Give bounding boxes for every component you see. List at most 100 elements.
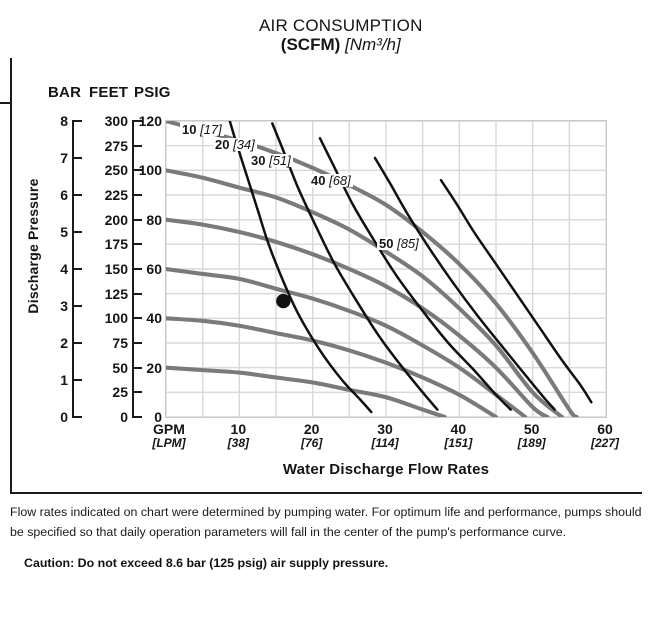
x-axis-tick-lpm-40: [151] bbox=[444, 436, 473, 451]
x-axis-tick-gpm-60: 60 bbox=[597, 421, 613, 437]
curve-air-supply-pressure-40 bbox=[166, 316, 499, 417]
curve-label-nm3h-10: [17] bbox=[196, 122, 222, 137]
feet-tick-250 bbox=[133, 169, 142, 172]
note-divider-rule bbox=[10, 492, 642, 494]
psig-tick-label-120: 120 bbox=[138, 113, 162, 129]
feet-tick-label-75: 75 bbox=[112, 335, 128, 351]
y-axis-ruler-bar: 8 7 6 5 4 3 2 1 0 bbox=[60, 114, 94, 424]
feet-tick-label-150: 150 bbox=[104, 261, 128, 277]
x-axis-tick-lpm-10: [38] bbox=[227, 436, 249, 451]
x-axis-tick-gpm-20: 20 bbox=[303, 421, 320, 437]
x-axis-tick-gpm-50: 50 bbox=[523, 421, 540, 437]
x-axis-tick-40: 40 [151] bbox=[422, 421, 494, 451]
feet-tick-125 bbox=[133, 292, 142, 295]
operating-point-marker bbox=[276, 293, 291, 309]
curve-label-scfm-10: 10 bbox=[182, 122, 197, 137]
curve-label-scfm-20: 20 bbox=[215, 137, 230, 152]
feet-tick-label-25: 25 bbox=[112, 384, 128, 401]
curve-label-air-consumption-20: 20 [34] bbox=[213, 138, 257, 151]
caution-note: Caution: Do not exceed 8.6 bar (125 psig… bbox=[24, 556, 389, 570]
bar-tick-label-7: 7 bbox=[60, 150, 68, 166]
curve-label-nm3h-40: [68] bbox=[325, 173, 351, 188]
bar-tick-3 bbox=[73, 305, 82, 307]
bar-tick-4 bbox=[73, 268, 82, 270]
curve-air-supply-pressure-60 bbox=[166, 266, 528, 417]
feet-tick-label-275: 275 bbox=[104, 137, 128, 154]
feet-tick-275 bbox=[133, 144, 142, 147]
feet-tick-label-300: 300 bbox=[104, 113, 128, 129]
x-axis-tick-gpm-30: 30 bbox=[377, 421, 393, 437]
feet-tick-25 bbox=[133, 391, 142, 394]
feet-tick-200 bbox=[133, 218, 142, 221]
psig-tick-label-20: 20 bbox=[146, 359, 162, 376]
x-axis-tick-30: 30 [114] bbox=[349, 421, 421, 451]
air-consumption-unit-scfm: (SCFM) bbox=[280, 35, 341, 55]
bar-tick-0 bbox=[73, 416, 82, 418]
bar-tick-label-3: 3 bbox=[60, 298, 68, 314]
bar-tick-label-5: 5 bbox=[60, 224, 68, 240]
curve-air-consumption-50 bbox=[439, 178, 593, 404]
x-axis-tick-gpm-10: 10 bbox=[230, 421, 247, 437]
curve-air-consumption-20 bbox=[271, 122, 439, 411]
curve-air-consumption-40 bbox=[373, 156, 556, 411]
feet-tick-label-250: 250 bbox=[104, 162, 128, 179]
feet-tick-300 bbox=[133, 120, 142, 122]
x-axis-tick-20: 20 [76] bbox=[276, 421, 348, 451]
bar-tick-5 bbox=[73, 231, 82, 233]
curve-label-scfm-30: 30 bbox=[251, 153, 266, 168]
psig-tick-label-40: 40 bbox=[146, 310, 162, 327]
air-consumption-title: AIR CONSUMPTION bbox=[259, 16, 423, 35]
scale-headers: BAR FEET PSIG bbox=[40, 84, 170, 104]
bar-tick-label-2: 2 bbox=[60, 335, 68, 351]
x-axis-unit-primary: GPM bbox=[153, 421, 185, 437]
y-axis-title: Discharge Pressure bbox=[25, 178, 41, 314]
bar-tick-label-1: 1 bbox=[60, 372, 68, 388]
curve-air-supply-pressure-80 bbox=[166, 217, 550, 417]
psig-tick-label-0: 0 bbox=[154, 409, 162, 425]
x-axis-title: Water Discharge Flow Rates bbox=[282, 461, 490, 478]
x-axis-tick-lpm-30: [114] bbox=[371, 436, 399, 451]
psig-tick-label-60: 60 bbox=[146, 261, 162, 277]
curve-air-consumption-10 bbox=[228, 121, 373, 414]
x-axis-tick-gpm-40: 40 bbox=[450, 421, 467, 437]
bar-tick-label-8: 8 bbox=[60, 113, 68, 129]
air-consumption-legend-box: AIR CONSUMPTION (SCFM) [Nm³/h] bbox=[252, 14, 430, 58]
curve-label-nm3h-50: [85] bbox=[393, 236, 419, 251]
bar-tick-2 bbox=[73, 342, 82, 344]
air-consumption-unit-metric: [Nm³/h] bbox=[345, 35, 401, 55]
chart-canvas bbox=[166, 121, 606, 417]
feet-tick-100 bbox=[133, 317, 142, 320]
bar-tick-label-0: 0 bbox=[60, 409, 68, 425]
curve-label-air-consumption-10: 10 [17] bbox=[180, 123, 224, 136]
feet-tick-150 bbox=[133, 268, 142, 270]
feet-tick-75 bbox=[133, 342, 142, 344]
feet-tick-label-50: 50 bbox=[112, 359, 128, 376]
x-axis-tick-lpm-50: [189] bbox=[517, 436, 546, 451]
x-axis-tick-60: 60 [227] bbox=[569, 421, 641, 451]
bar-tick-6 bbox=[73, 194, 82, 196]
x-axis-tick-50: 50 [189] bbox=[496, 421, 568, 451]
curve-label-nm3h-30: [51] bbox=[265, 153, 291, 168]
scale-header-feet: FEET bbox=[89, 84, 129, 101]
curve-label-scfm-40: 40 bbox=[311, 173, 326, 188]
curve-label-air-consumption-30: 30 [51] bbox=[249, 154, 293, 167]
chart-note: Flow rates indicated on chart were deter… bbox=[10, 505, 642, 540]
feet-tick-label-100: 100 bbox=[104, 310, 128, 327]
x-axis-unit-secondary: [LPM] bbox=[152, 436, 186, 451]
feet-tick-175 bbox=[133, 243, 142, 246]
x-axis-tick-10: 10 [38] bbox=[202, 421, 274, 451]
scale-header-psig: PSIG bbox=[134, 84, 171, 101]
psig-tick-label-100: 100 bbox=[138, 162, 162, 179]
feet-tick-50 bbox=[133, 366, 142, 369]
x-axis-unit-group: GPM [LPM] bbox=[133, 421, 205, 451]
curve-label-nm3h-20: [34] bbox=[229, 137, 255, 152]
curve-air-supply-pressure-20 bbox=[166, 365, 447, 417]
y-axis-ruler-feet: 300 275 250 225 200 175 150 125 100 75 50 25 0 bbox=[100, 114, 150, 424]
bar-tick-label-4: 4 bbox=[60, 261, 68, 277]
scale-header-bar: BAR bbox=[48, 84, 82, 101]
x-axis-labels: GPM [LPM] 10 [38] 20 [76] 30 [114] 40 [151] 50 [1… bbox=[133, 421, 647, 459]
x-axis-tick-lpm-20: [76] bbox=[300, 436, 323, 451]
bar-tick-7 bbox=[73, 157, 82, 159]
psig-tick-label-80: 80 bbox=[146, 211, 162, 228]
bar-tick-label-6: 6 bbox=[60, 187, 68, 203]
